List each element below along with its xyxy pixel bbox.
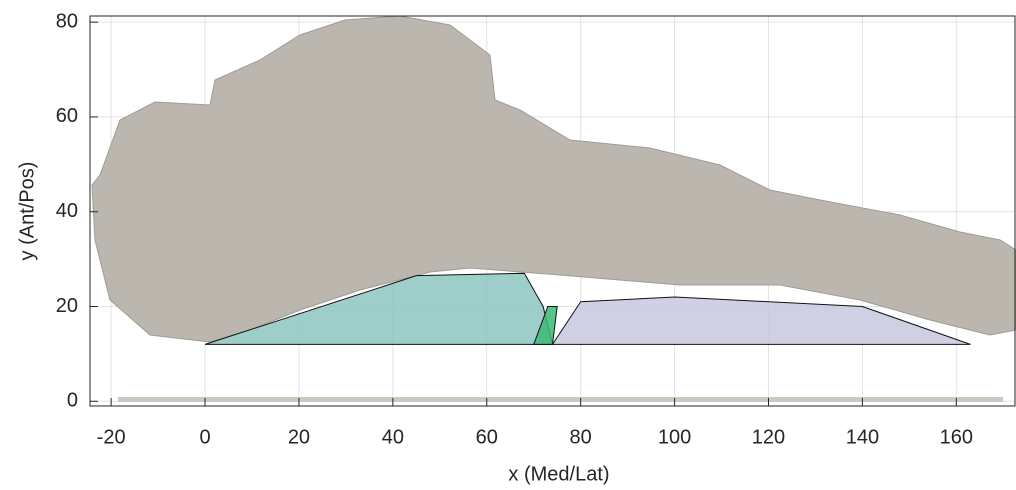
y-tick-label: 0: [67, 390, 78, 412]
x-tick-label: 0: [199, 426, 210, 448]
y-tick-label: 20: [56, 295, 78, 317]
x-tick-label: 120: [752, 426, 785, 448]
x-tick-label: 80: [570, 426, 592, 448]
x-tick-label: 20: [288, 426, 310, 448]
y-axis-label: y (Ant/Pos): [16, 162, 38, 261]
chart: x (Med/Lat) y (Ant/Pos) -20 0 20 40 60 80 100 1…: [0, 0, 1016, 490]
x-tick-label: 40: [382, 426, 404, 448]
y-tick-label: 80: [56, 10, 78, 32]
x-tick-label: -20: [97, 426, 126, 448]
x-tick-label: 160: [940, 426, 973, 448]
y-tick-label: 60: [56, 105, 78, 127]
x-tick-label: 60: [476, 426, 498, 448]
bone-strip: [118, 397, 1003, 402]
y-tick-label: 40: [56, 200, 78, 222]
x-tick-label: 140: [846, 426, 879, 448]
x-tick-label: 100: [658, 426, 691, 448]
x-axis-label: x (Med/Lat): [508, 463, 609, 485]
bone-render: [92, 16, 1016, 342]
